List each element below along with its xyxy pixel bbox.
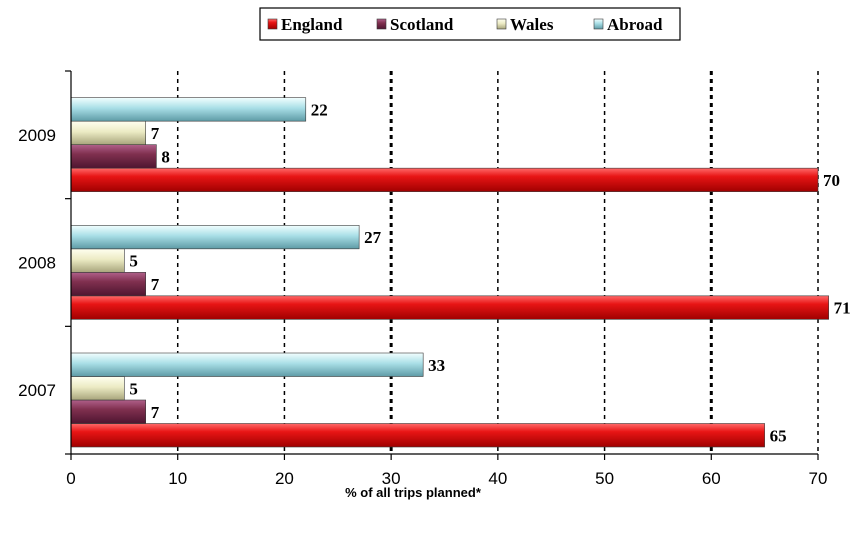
axes: 0 10 20 30 40 50 60 70 2009 2008 2007	[18, 70, 828, 488]
data-label-england-2007: 65	[770, 426, 787, 445]
x-axis-label: % of all trips planned*	[345, 485, 482, 500]
data-label-wales-2007: 5	[129, 379, 138, 398]
bar-england-2008	[70, 295, 829, 320]
bar-wales-2007	[70, 376, 125, 401]
bar-england-2007	[70, 423, 765, 448]
x-tick-label-50: 50	[595, 469, 614, 488]
bar-england-2009	[70, 167, 819, 192]
data-label-england-2008: 71	[834, 299, 851, 318]
bar-abroad-2007	[70, 352, 424, 377]
data-label-scotland-2007: 7	[151, 403, 160, 422]
data-label-england-2009: 70	[823, 171, 840, 190]
x-tick-label-60: 60	[702, 469, 721, 488]
x-tick-label-20: 20	[275, 469, 294, 488]
y-tick-label-2009: 2009	[18, 126, 56, 145]
bar-abroad-2008	[70, 225, 360, 250]
x-tick-label-0: 0	[66, 469, 75, 488]
x-tick-label-40: 40	[488, 469, 507, 488]
legend-swatch-abroad	[593, 18, 604, 30]
legend-swatch-wales	[496, 18, 507, 30]
bar-wales-2009	[70, 120, 146, 145]
legend-swatch-scotland	[376, 18, 387, 30]
y-tick-label-2007: 2007	[18, 381, 56, 400]
legend-label-england: England	[281, 15, 343, 34]
legend-label-scotland: Scotland	[390, 15, 454, 34]
legend-swatch-england	[267, 18, 278, 30]
legend-label-wales: Wales	[510, 15, 554, 34]
legend: England Scotland Wales Abroad	[259, 7, 681, 41]
bar-scotland-2009	[70, 144, 157, 169]
grid	[176, 71, 819, 454]
data-label-scotland-2008: 7	[151, 275, 160, 294]
data-label-abroad-2007: 33	[428, 356, 445, 375]
x-tick-label-10: 10	[168, 469, 187, 488]
data-label-wales-2008: 5	[129, 252, 138, 271]
bar-abroad-2009	[70, 97, 307, 122]
x-tick-label-70: 70	[809, 469, 828, 488]
data-label-wales-2009: 7	[151, 124, 160, 143]
bar-scotland-2007	[70, 399, 146, 424]
bar-wales-2008	[70, 248, 125, 273]
y-tick-label-2008: 2008	[18, 254, 56, 273]
legend-box	[259, 7, 681, 41]
data-label-scotland-2009: 8	[161, 147, 170, 166]
legend-label-abroad: Abroad	[607, 15, 663, 34]
data-label-abroad-2008: 27	[364, 228, 382, 247]
bar-scotland-2008	[70, 272, 146, 297]
x-tick-label-30: 30	[382, 469, 401, 488]
data-label-abroad-2009: 22	[311, 100, 328, 119]
